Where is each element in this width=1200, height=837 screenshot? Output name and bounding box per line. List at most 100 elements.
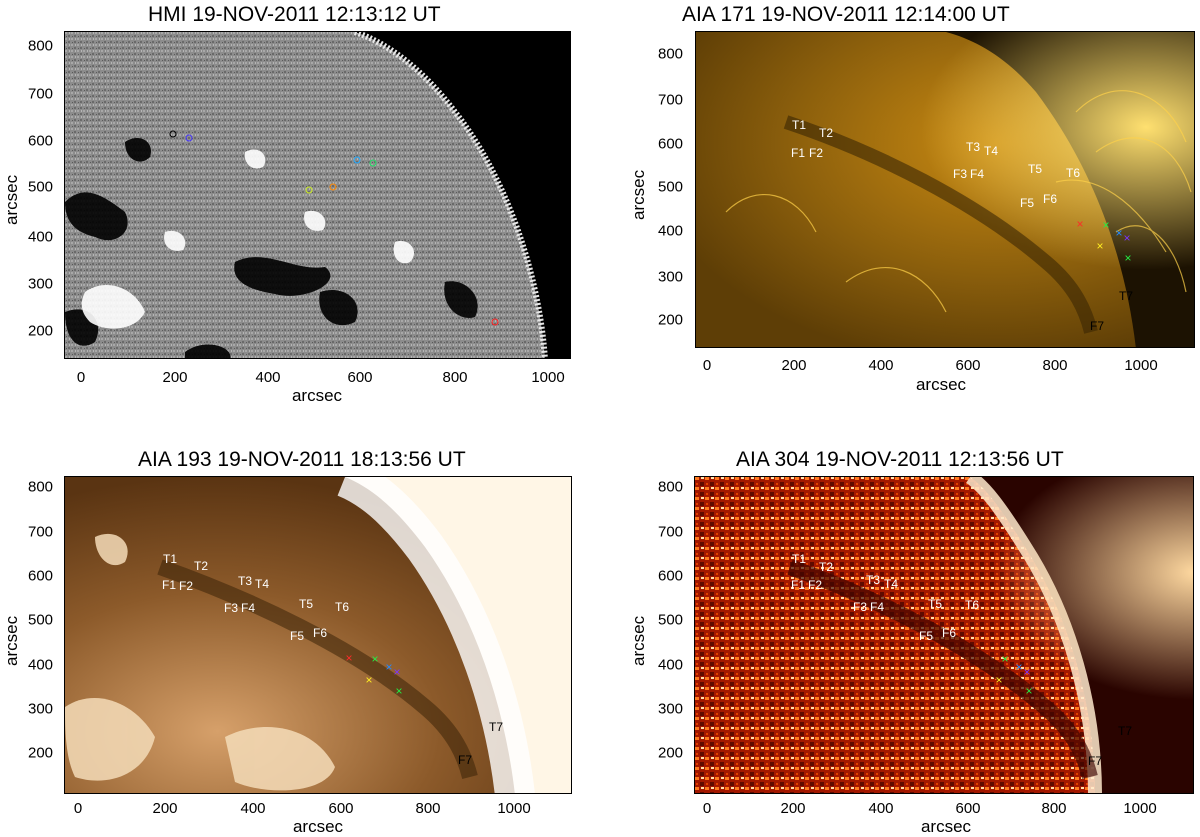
y-tick-label: 300 — [28, 275, 54, 293]
y-tick-label: 800 — [658, 45, 684, 63]
feature-label: T6 — [964, 598, 980, 612]
y-tick-label: 200 — [28, 744, 54, 762]
feature-label: F6 — [312, 626, 328, 640]
image-aia171: T1 T2 F1 F2 T3 T4 F3 F4 T5 F5 T6 F6 T7 F… — [695, 31, 1195, 348]
feature-label: T5 — [298, 597, 314, 611]
feature-label: F4 — [240, 601, 256, 615]
feature-label: T3 — [237, 574, 253, 588]
y-tick-label: 600 — [28, 567, 54, 585]
y-tick-label: 200 — [658, 744, 684, 762]
marker-circle — [329, 183, 337, 191]
feature-label: T6 — [1065, 166, 1081, 180]
x-tick-label: 400 — [868, 357, 894, 374]
marker-cross: × — [385, 660, 393, 674]
y-tick-label: 700 — [28, 523, 54, 541]
marker-circle — [305, 186, 313, 194]
x-axis-label: arcsec — [915, 375, 967, 394]
marker-cross: × — [1015, 660, 1023, 674]
feature-label: F3 — [952, 167, 968, 181]
y-axis-label: arcsec — [629, 615, 648, 666]
feature-label: T1 — [791, 552, 807, 566]
x-tick-label: 800 — [1041, 800, 1067, 817]
x-tick-label: 600 — [328, 800, 354, 817]
marker-cross: × — [371, 652, 379, 666]
feature-label: T2 — [193, 559, 209, 573]
panel-title: AIA 193 19-NOV-2011 18:13:56 UT — [138, 448, 466, 471]
marker-cross: × — [1123, 231, 1131, 245]
marker-cross: × — [1124, 251, 1132, 265]
feature-label: T5 — [927, 597, 943, 611]
x-axis-label: arcsec — [920, 817, 972, 836]
feature-label: T3 — [865, 573, 881, 587]
marker-cross: × — [1025, 684, 1033, 698]
x-axis-label: arcsec — [291, 386, 343, 405]
aia304-image-svg — [695, 477, 1193, 793]
marker-cross: × — [1001, 652, 1009, 666]
feature-label: F6 — [941, 626, 957, 640]
image-hmi-magnetogram — [64, 31, 571, 359]
aia171-image-svg — [696, 32, 1194, 347]
x-tick-label: 0 — [73, 800, 83, 817]
panel-aia171: AIA 171 19-NOV-2011 12:14:00 UT — [600, 0, 1200, 416]
feature-label: T3 — [965, 140, 981, 154]
feature-label: T4 — [983, 144, 999, 158]
feature-label: F3 — [852, 600, 868, 614]
y-tick-label: 500 — [28, 611, 54, 629]
feature-label: F4 — [969, 167, 985, 181]
y-tick-label: 400 — [658, 656, 684, 674]
y-tick-label: 500 — [28, 178, 54, 196]
y-tick-label: 500 — [658, 178, 684, 196]
y-axis-label: arcsec — [2, 174, 21, 225]
x-tick-label: 1000 — [531, 369, 565, 386]
panel-title: HMI 19-NOV-2011 12:13:12 UT — [148, 3, 441, 26]
x-tick-label: 200 — [162, 369, 188, 386]
marker-cross: × — [365, 673, 373, 687]
y-tick-label: 300 — [658, 268, 684, 286]
y-tick-label: 800 — [658, 478, 684, 496]
panel-title: AIA 171 19-NOV-2011 12:14:00 UT — [682, 3, 1010, 26]
marker-cross: × — [1023, 665, 1031, 679]
feature-label: F5 — [918, 629, 934, 643]
x-tick-label: 600 — [347, 369, 373, 386]
feature-label: T7 — [1117, 724, 1133, 738]
feature-label: F1 — [790, 146, 806, 160]
x-tick-label: 200 — [152, 800, 178, 817]
y-tick-label: 300 — [658, 700, 684, 718]
feature-label: F5 — [1019, 196, 1035, 210]
image-aia193: T1 T2 F1 F2 T3 T4 F3 F4 T5 F5 T6 F6 T7 F… — [64, 476, 572, 794]
x-tick-label: 400 — [868, 800, 894, 817]
y-tick-label: 200 — [658, 311, 684, 329]
x-tick-label: 200 — [780, 800, 806, 817]
feature-label: F3 — [223, 601, 239, 615]
y-tick-label: 400 — [28, 656, 54, 674]
x-tick-label: 600 — [955, 800, 981, 817]
panel-hmi: HMI 19-NOV-2011 12:13:12 UT — [0, 0, 600, 416]
feature-label: F7 — [1087, 754, 1103, 768]
x-tick-label: 0 — [702, 357, 712, 374]
y-tick-label: 700 — [658, 91, 684, 109]
feature-label: T4 — [883, 577, 899, 591]
feature-label: T2 — [818, 560, 834, 574]
aia193-image-svg — [65, 477, 571, 793]
y-tick-label: 300 — [28, 700, 54, 718]
y-tick-label: 700 — [28, 85, 54, 103]
marker-cross: × — [395, 684, 403, 698]
y-tick-label: 800 — [28, 37, 54, 55]
feature-label: T6 — [334, 600, 350, 614]
y-tick-label: 400 — [658, 222, 684, 240]
feature-label: F2 — [808, 146, 824, 160]
feature-label: F7 — [457, 753, 473, 767]
y-axis-label: arcsec — [629, 169, 648, 220]
feature-label: F1 — [161, 578, 177, 592]
marker-circle — [491, 318, 499, 326]
marker-cross: × — [1115, 226, 1123, 240]
x-tick-label: 800 — [415, 800, 441, 817]
feature-label: T5 — [1027, 162, 1043, 176]
x-axis-label: arcsec — [292, 817, 344, 836]
feature-label: T2 — [818, 126, 834, 140]
marker-cross: × — [995, 673, 1003, 687]
panel-aia304: AIA 304 19-NOV-2011 12:13:56 UT — [600, 416, 1200, 836]
x-tick-label: 1000 — [1124, 357, 1158, 374]
y-tick-label: 200 — [28, 322, 54, 340]
x-tick-label: 0 — [76, 369, 86, 386]
